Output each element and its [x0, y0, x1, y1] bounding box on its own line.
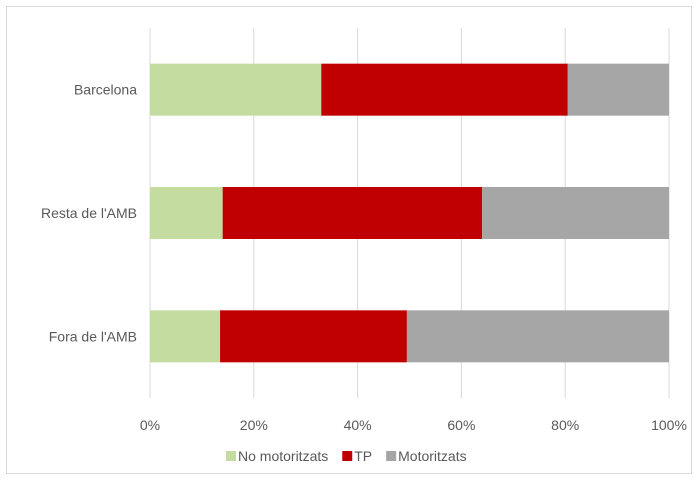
bar-2-1: [220, 310, 407, 363]
x-tick-label-3: 60%: [447, 417, 475, 433]
legend: No motoritzats TP Motoritzats: [226, 448, 467, 464]
legend-swatch-0: [226, 451, 236, 461]
x-tick-label-4: 80%: [551, 417, 579, 433]
bar-0-2: [567, 63, 669, 116]
bar-1-2: [482, 187, 669, 239]
bar-1-0: [150, 187, 223, 239]
bar-2-0: [150, 310, 221, 363]
x-tick-labels: 0% 20% 40% 60% 80% 100%: [140, 417, 687, 433]
category-labels: Barcelona Resta de l'AMB Fora de l'AMB: [41, 82, 137, 345]
x-tick-label-1: 20%: [240, 417, 268, 433]
x-tick-label-2: 40%: [344, 417, 372, 433]
legend-label-0: No motoritzats: [238, 448, 328, 464]
category-label-0: Barcelona: [74, 82, 137, 98]
legend-swatch-2: [386, 451, 397, 461]
x-tick-label-0: 0%: [140, 417, 160, 433]
bar-2-2: [406, 310, 669, 363]
legend-label-1: TP: [354, 448, 372, 464]
bar-1-1: [222, 187, 483, 239]
bar-0-1: [321, 63, 568, 116]
bar-0-0: [150, 63, 322, 116]
legend-label-2: Motoritzats: [398, 448, 466, 464]
x-tick-label-5: 100%: [651, 417, 687, 433]
category-label-2: Fora de l'AMB: [49, 328, 137, 344]
bars: [150, 63, 669, 363]
legend-swatch-1: [342, 451, 353, 461]
category-label-1: Resta de l'AMB: [41, 205, 137, 221]
